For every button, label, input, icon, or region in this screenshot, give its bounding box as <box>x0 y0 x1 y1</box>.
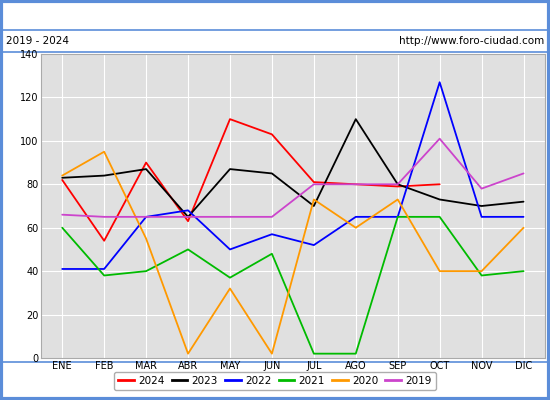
Legend: 2024, 2023, 2022, 2021, 2020, 2019: 2024, 2023, 2022, 2021, 2020, 2019 <box>114 372 436 390</box>
Text: Evolucion Nº Turistas Extranjeros en el municipio de Ricote: Evolucion Nº Turistas Extranjeros en el … <box>53 8 497 22</box>
Text: 2019 - 2024: 2019 - 2024 <box>6 36 69 46</box>
Text: http://www.foro-ciudad.com: http://www.foro-ciudad.com <box>399 36 544 46</box>
